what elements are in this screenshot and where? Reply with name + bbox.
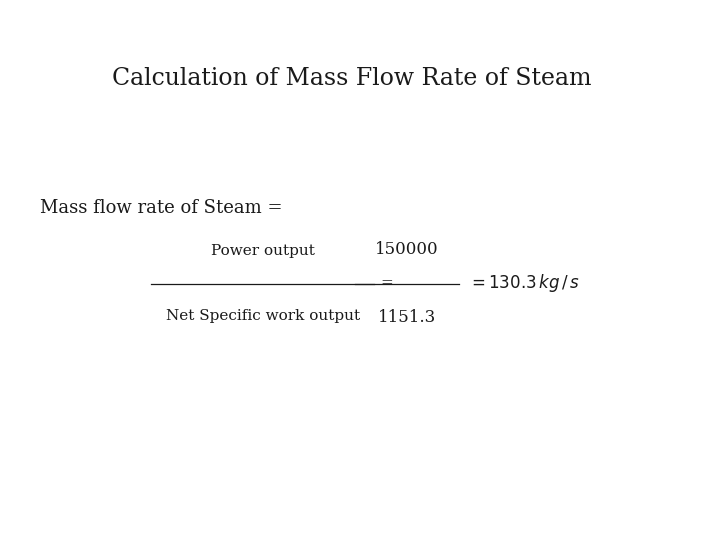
- Text: Calculation of Mass Flow Rate of Steam: Calculation of Mass Flow Rate of Steam: [112, 67, 591, 90]
- Text: =: =: [380, 276, 393, 291]
- Text: 1151.3: 1151.3: [378, 309, 436, 326]
- Text: $= 130.3\,kg\,/\,s$: $= 130.3\,kg\,/\,s$: [468, 273, 580, 294]
- Text: Net Specific work output: Net Specific work output: [166, 309, 360, 323]
- Text: 150000: 150000: [375, 241, 438, 258]
- Text: Power output: Power output: [211, 244, 315, 258]
- Text: Mass flow rate of Steam =: Mass flow rate of Steam =: [40, 199, 288, 217]
